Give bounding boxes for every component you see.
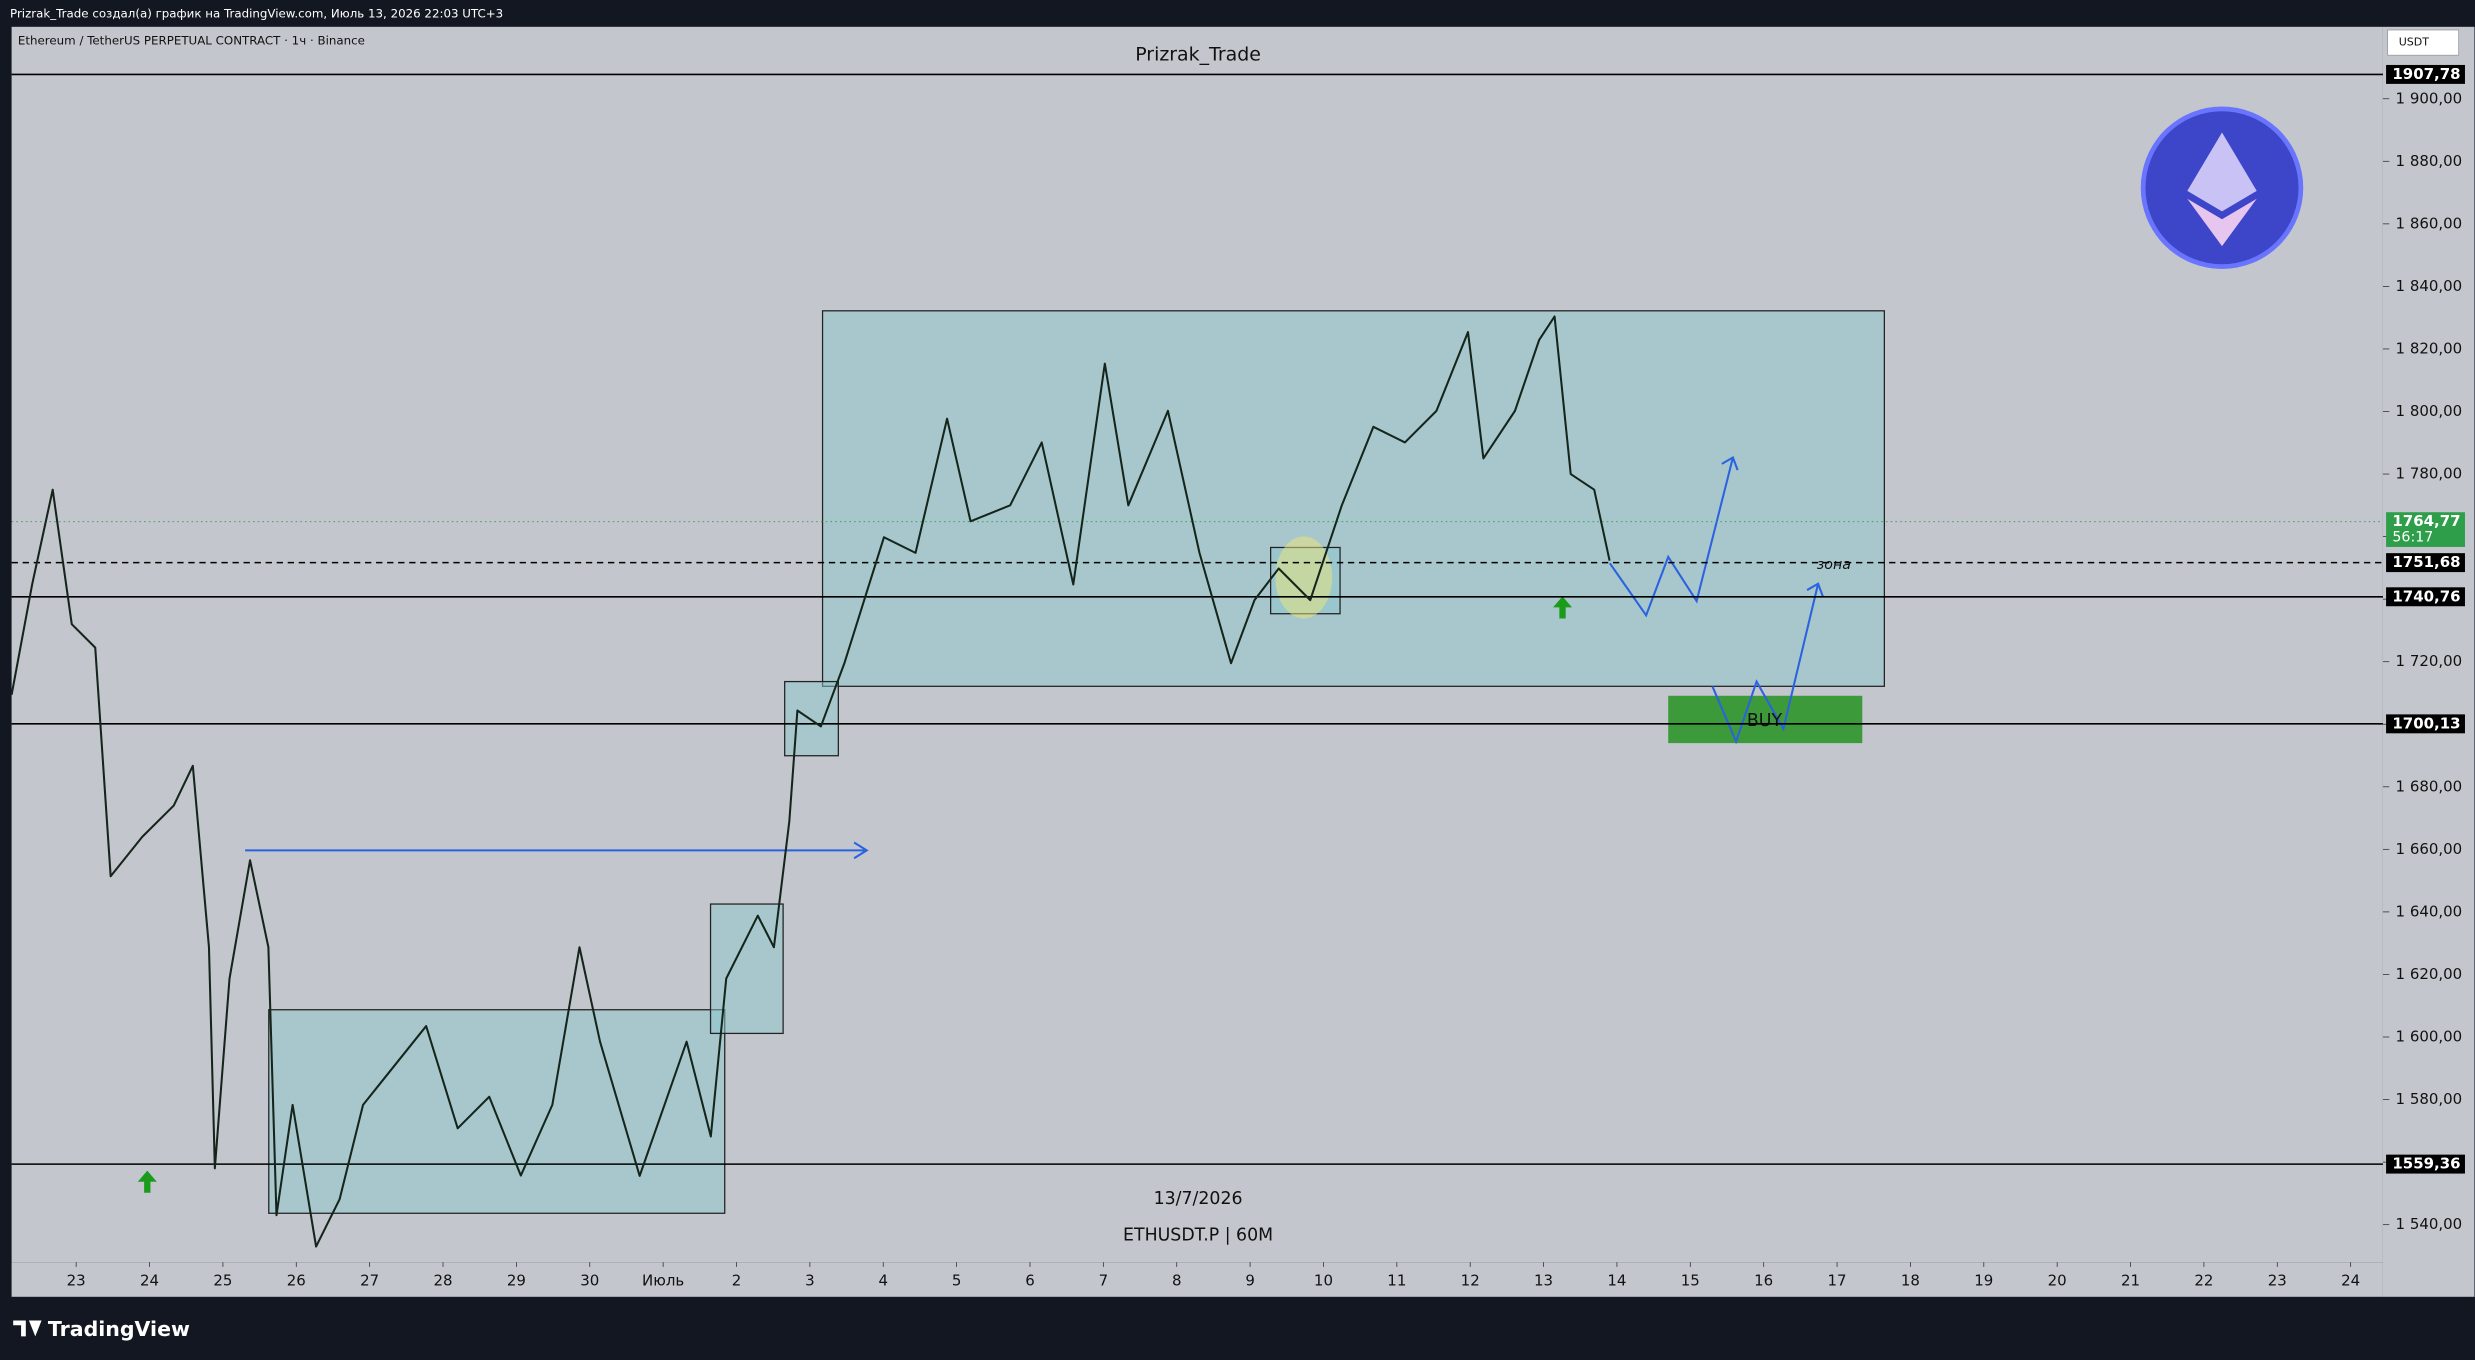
- countdown: 56:17: [2392, 529, 2433, 545]
- x-tick-label: 3: [805, 1272, 815, 1290]
- x-tick-label: Июль: [642, 1272, 684, 1290]
- y-tick-label: 1 680,00: [2396, 777, 2463, 795]
- x-tick-label: 4: [878, 1272, 888, 1290]
- x-tick-label: 13: [1534, 1272, 1553, 1290]
- level-label: 1907,78: [2392, 65, 2460, 83]
- y-tick-label: 1 800,00: [2396, 402, 2463, 420]
- x-tick-label: 5: [952, 1272, 962, 1290]
- x-tick-label: 15: [1681, 1272, 1700, 1290]
- y-tick-label: 1 860,00: [2396, 214, 2463, 232]
- x-tick-label: 11: [1387, 1272, 1406, 1290]
- level-label: 1700,13: [2392, 714, 2460, 732]
- x-tick-label: 17: [1828, 1272, 1847, 1290]
- x-tick-label: 26: [287, 1272, 306, 1290]
- y-tick-label: 1 820,00: [2396, 339, 2463, 357]
- x-tick-label: 16: [1754, 1272, 1773, 1290]
- projection-path: [1609, 456, 1739, 618]
- x-tick-label: 29: [507, 1272, 526, 1290]
- symbol: Ethereum / TetherUS PERPETUAL CONTRACT ·…: [18, 34, 365, 48]
- zone-label: зона: [1817, 557, 1851, 573]
- currency: USDT: [2399, 36, 2430, 49]
- x-tick-label: 28: [433, 1272, 452, 1290]
- buy-zone: [1668, 695, 1863, 744]
- buy-label: BUY: [1747, 711, 1783, 731]
- chart-title: Prizrak_Trade: [1135, 44, 1261, 66]
- arrow: [245, 841, 869, 860]
- level-label: 1764,77: [2392, 512, 2460, 530]
- price-line: [10, 315, 1611, 1248]
- x-tick-label: 23: [2268, 1272, 2287, 1290]
- x-tick-label: 6: [1025, 1272, 1035, 1290]
- level-label: 1740,76: [2392, 587, 2460, 605]
- highlight: [1275, 536, 1333, 619]
- y-tick-label: 1 620,00: [2396, 965, 2463, 983]
- zone-box: [784, 680, 839, 757]
- x-tick-label: 21: [2121, 1272, 2140, 1290]
- y-tick-label: 1 780,00: [2396, 465, 2463, 483]
- level-badge: [2386, 587, 2465, 607]
- x-tick-label: 25: [213, 1272, 232, 1290]
- author-line: Prizrak_Trade создал(а) график на Tradin…: [10, 7, 503, 21]
- level-badge: [2386, 714, 2465, 734]
- level-badge: [2386, 1154, 2465, 1174]
- y-tick-label: 1 580,00: [2396, 1090, 2463, 1108]
- zone-box: [709, 903, 784, 1035]
- eth-logo: [2140, 106, 2304, 270]
- x-tick-label: 24: [2341, 1272, 2360, 1290]
- level-badge: [2386, 512, 2465, 547]
- x-tick-label: 27: [360, 1272, 379, 1290]
- x-tick-label: 7: [1099, 1272, 1109, 1290]
- footer: [0, 1296, 2475, 1360]
- level-badge: [2386, 64, 2465, 84]
- x-tick-label: 9: [1245, 1272, 1255, 1290]
- date-label: 13/7/2026: [1154, 1189, 1243, 1209]
- x-tick-label: 10: [1314, 1272, 1333, 1290]
- x-tick-label: 20: [2048, 1272, 2067, 1290]
- zone-box: [821, 310, 1885, 687]
- x-tick-label: 12: [1461, 1272, 1480, 1290]
- zone-box: [268, 1009, 726, 1214]
- x-tick-label: 18: [1901, 1272, 1920, 1290]
- logo-bottom: [2187, 198, 2257, 247]
- currency-box[interactable]: [2387, 29, 2460, 56]
- y-tick-label: 1 840,00: [2396, 277, 2463, 295]
- level-label: 1559,36: [2392, 1155, 2460, 1173]
- brand: TradingView: [48, 1317, 190, 1341]
- y-tick-label: 1 540,00: [2396, 1215, 2463, 1233]
- x-tick-label: 8: [1172, 1272, 1182, 1290]
- level-badge: [2386, 553, 2465, 573]
- x-tick-label: 23: [67, 1272, 86, 1290]
- x-tick-label: 30: [580, 1272, 599, 1290]
- x-tick-label: 14: [1607, 1272, 1626, 1290]
- price-axis: [2382, 26, 2475, 1297]
- x-tick-label: 2: [732, 1272, 742, 1290]
- y-tick-label: 1 660,00: [2396, 840, 2463, 858]
- y-tick-label: 1 880,00: [2396, 152, 2463, 170]
- ticker-label: ETHUSDT.P | 60M: [1123, 1225, 1273, 1245]
- y-tick-label: 1 600,00: [2396, 1028, 2463, 1046]
- level-label: 1751,68: [2392, 553, 2460, 571]
- logo-top: [2187, 132, 2257, 212]
- x-tick-label: 22: [2194, 1272, 2213, 1290]
- x-tick-label: 24: [140, 1272, 159, 1290]
- y-tick-label: 1 640,00: [2396, 902, 2463, 920]
- brand-icon: [13, 1320, 42, 1337]
- y-tick-label: 1 900,00: [2396, 89, 2463, 107]
- x-tick-label: 19: [1974, 1272, 1993, 1290]
- time-axis: [11, 1262, 2383, 1297]
- y-tick-label: 1 720,00: [2396, 652, 2463, 670]
